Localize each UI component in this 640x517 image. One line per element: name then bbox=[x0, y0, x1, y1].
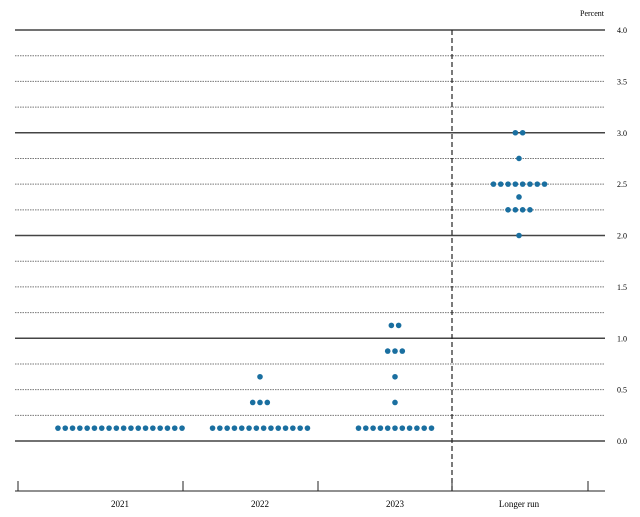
dot-longer-run bbox=[516, 232, 522, 239]
dot-2023 bbox=[406, 425, 413, 431]
dot-longer-run bbox=[490, 181, 497, 187]
dot-longer-run bbox=[512, 181, 519, 187]
dot-longer-run bbox=[527, 207, 533, 213]
dot-2023 bbox=[392, 425, 398, 431]
dot-2022 bbox=[238, 425, 245, 431]
dot-longer-run bbox=[541, 181, 548, 187]
dot-longer-run bbox=[497, 181, 504, 187]
dot-2021 bbox=[128, 425, 134, 431]
dot-2022 bbox=[297, 425, 303, 431]
dot-2023 bbox=[399, 348, 406, 354]
dot-2022 bbox=[249, 399, 256, 406]
x-tick-label: 2022 bbox=[251, 499, 269, 509]
dot-2021 bbox=[77, 425, 83, 431]
dot-2023 bbox=[363, 425, 369, 431]
dot-2021 bbox=[150, 425, 156, 431]
dot-2023 bbox=[392, 348, 398, 354]
dot-2022 bbox=[231, 425, 238, 431]
dot-longer-run bbox=[512, 129, 519, 136]
y-tick-label: 3.5 bbox=[617, 77, 627, 86]
dot-2023 bbox=[421, 425, 428, 431]
dot-2022 bbox=[246, 425, 252, 431]
dot-2021 bbox=[171, 425, 178, 431]
dot-longer-run bbox=[516, 194, 522, 200]
dot-2022 bbox=[209, 425, 216, 431]
x-tick-label: 2023 bbox=[386, 499, 405, 509]
dot-2022 bbox=[264, 399, 271, 406]
dot-2023 bbox=[384, 348, 391, 354]
y-tick-label: 2.5 bbox=[617, 180, 627, 189]
dot-2022 bbox=[253, 425, 260, 431]
y-tick-label: 3.0 bbox=[617, 129, 627, 138]
dot-2023 bbox=[370, 425, 376, 431]
dot-2022 bbox=[275, 425, 282, 431]
dot-longer-run bbox=[519, 181, 526, 187]
dot-2023 bbox=[399, 425, 406, 431]
x-tick-label: 2021 bbox=[111, 499, 129, 509]
x-tick-label: Longer run bbox=[499, 499, 540, 509]
dot-2022 bbox=[290, 425, 296, 431]
dot-2022 bbox=[217, 425, 223, 431]
dot-longer-run bbox=[505, 181, 511, 187]
dot-2023 bbox=[392, 399, 398, 406]
dot-2022 bbox=[282, 425, 289, 431]
y-tick-label: 1.0 bbox=[617, 334, 627, 343]
dot-2022 bbox=[257, 399, 263, 406]
dot-2022 bbox=[257, 373, 263, 380]
y-tick-label: 0.0 bbox=[617, 437, 627, 446]
dot-2021 bbox=[157, 425, 163, 431]
dot-2021 bbox=[120, 425, 127, 431]
dot-2022 bbox=[260, 425, 267, 431]
y-tick-label: 2.0 bbox=[617, 232, 627, 241]
dot-2023 bbox=[377, 425, 384, 431]
dot-2023 bbox=[355, 425, 362, 431]
dot-2021 bbox=[113, 425, 120, 431]
dot-2022 bbox=[304, 425, 311, 431]
y-axis-label: Percent bbox=[580, 9, 605, 18]
dot-longer-run bbox=[505, 207, 511, 213]
dot-2021 bbox=[55, 425, 61, 431]
dot-2021 bbox=[62, 425, 69, 431]
dot-2021 bbox=[106, 425, 112, 431]
dot-longer-run bbox=[534, 181, 541, 187]
dot-2021 bbox=[179, 425, 185, 431]
dot-2021 bbox=[164, 425, 171, 431]
dot-2023 bbox=[395, 322, 402, 329]
dot-2021 bbox=[98, 425, 105, 431]
dot-longer-run bbox=[527, 181, 533, 187]
y-tick-label: 0.5 bbox=[617, 386, 627, 395]
dot-2021 bbox=[91, 425, 98, 431]
dot-2021 bbox=[142, 425, 149, 431]
dot-2022 bbox=[224, 425, 230, 431]
dot-2021 bbox=[135, 425, 142, 431]
dot-2023 bbox=[414, 425, 420, 431]
dot-2023 bbox=[388, 322, 395, 329]
dot-longer-run bbox=[516, 155, 522, 162]
dot-longer-run bbox=[519, 129, 526, 136]
dot-2023 bbox=[392, 373, 398, 380]
dot-2023 bbox=[384, 425, 391, 431]
dot-2022 bbox=[268, 425, 274, 431]
dot-longer-run bbox=[519, 207, 526, 213]
y-tick-label: 1.5 bbox=[617, 283, 627, 292]
dot-2023 bbox=[428, 425, 435, 431]
y-tick-label: 4.0 bbox=[617, 26, 627, 35]
dot-longer-run bbox=[512, 207, 519, 213]
dot-2021 bbox=[69, 425, 76, 431]
dot-2021 bbox=[84, 425, 90, 431]
